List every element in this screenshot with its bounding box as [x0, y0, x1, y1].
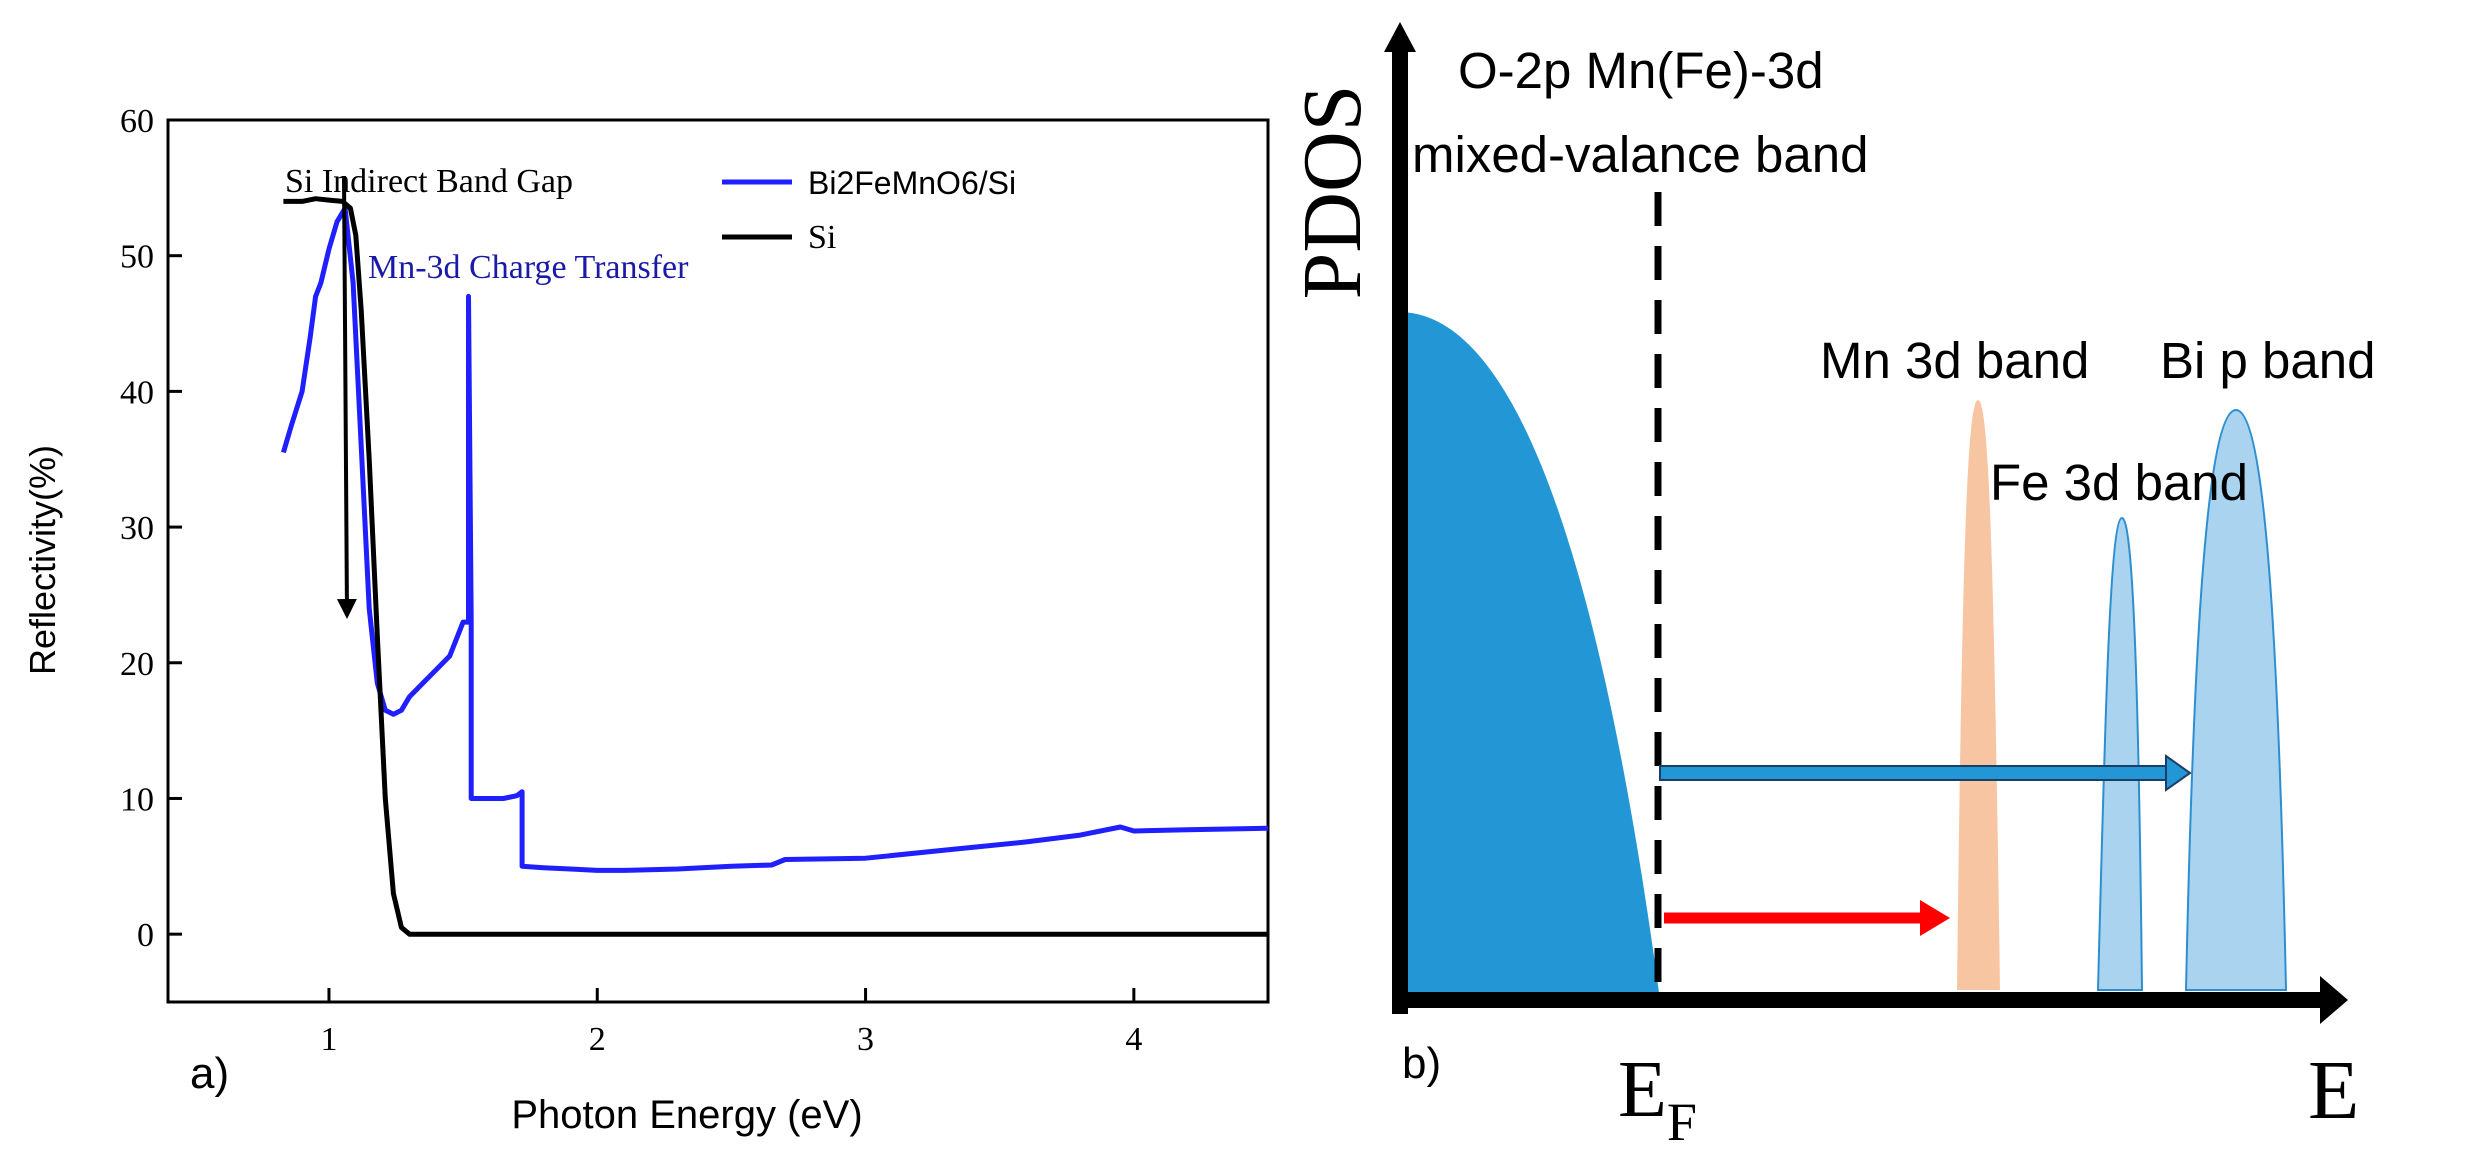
x-tick-label: 2 [589, 1021, 606, 1058]
y-tick-label: 30 [120, 510, 154, 547]
valence-band [1400, 312, 1660, 1000]
si-gap-arrow [336, 175, 357, 619]
valence-label-line1: O-2p Mn(Fe)-3d [1458, 42, 1824, 99]
energy-axis-label: E [2308, 1044, 2359, 1137]
plot-frame [166, 118, 1270, 1004]
fe-band-label: Fe 3d band [1990, 454, 2248, 511]
series-line-si [283, 196, 1268, 937]
y-tick-label: 40 [120, 374, 154, 411]
y-axis-label: Reflectivity(%) [22, 445, 63, 675]
bi-band [2184, 408, 2288, 991]
red-transition-arrowhead [1920, 900, 1950, 936]
panel-a-label: a) [190, 1049, 229, 1098]
y-tick-label: 20 [120, 646, 154, 683]
mn-band [1957, 400, 2000, 990]
x-ticks: 1 2 3 4 [320, 988, 1142, 1058]
si-gap-annotation: Si Indirect Band Gap [285, 163, 573, 200]
x-tick-label: 3 [857, 1021, 874, 1058]
y-tick-label: 10 [120, 781, 154, 818]
x-tick-label: 4 [1125, 1021, 1142, 1058]
y-ticks: 0 10 20 30 40 50 60 [120, 103, 182, 954]
energy-x-arrowhead [2320, 976, 2348, 1024]
pdos-y-axis [1392, 50, 1408, 1014]
pdos-diagram: PDOS E EF O-2p Mn(Fe)-3d mixed-valance b… [1286, 22, 2376, 1152]
y-tick-label: 0 [137, 917, 154, 954]
blue-transition-line [1659, 765, 2169, 781]
bi-band-label: Bi p band [2160, 332, 2376, 389]
series-group [281, 196, 1269, 937]
pdos-y-arrowhead [1384, 22, 1416, 52]
series-line-bi2femno6 [281, 205, 1269, 873]
panel-b-label: b) [1402, 1039, 1441, 1088]
y-tick-label: 50 [120, 239, 154, 276]
valence-label-line2: mixed-valance band [1412, 126, 1868, 183]
x-tick-label: 1 [320, 1021, 337, 1058]
x-axis-label: Photon Energy (eV) [511, 1093, 862, 1137]
blue-transition-arrowhead [2165, 754, 2192, 792]
legend-label-black: Si [808, 219, 836, 256]
pdos-axis-label: PDOS [1286, 85, 1379, 300]
fermi-level-label: EF [1618, 1046, 1697, 1152]
y-tick-label: 60 [120, 103, 154, 140]
legend-label-blue: Bi2FeMnO6/Si [808, 165, 1016, 201]
mn-band-label: Mn 3d band [1820, 332, 2089, 389]
mn-transfer-annotation: Mn-3d Charge Transfer [368, 249, 689, 286]
legend: Bi2FeMnO6/Si Si [722, 165, 1016, 256]
energy-x-axis [1392, 992, 2322, 1008]
fe-band [2096, 516, 2144, 991]
